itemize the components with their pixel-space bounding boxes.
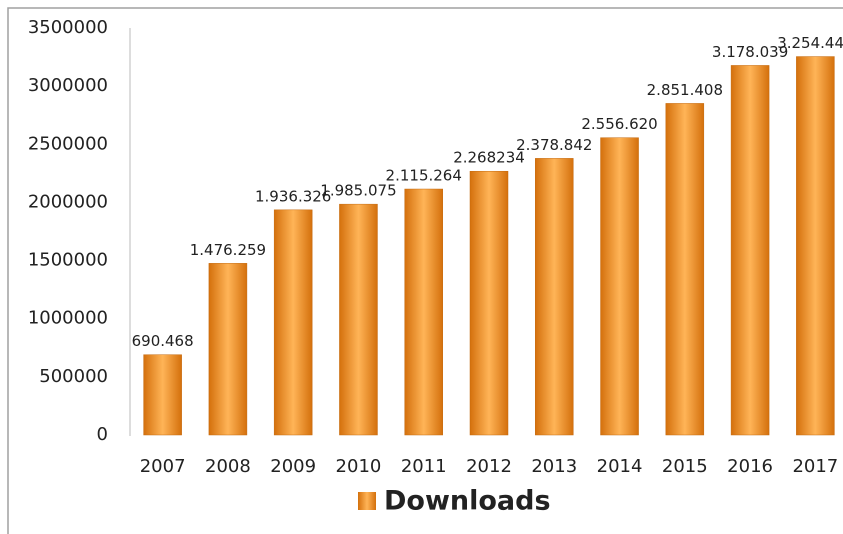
bar [665,103,705,436]
bar [208,263,248,436]
value-label: 1.936.326 [255,187,331,205]
y-tick-label: 0 [97,424,108,445]
y-tick-label: 2500000 [28,133,108,154]
y-tick-label: 3000000 [28,75,108,96]
frame [7,7,843,534]
legend-swatch [358,492,376,510]
bar [600,137,639,436]
value-label: 1.476.259 [190,241,266,259]
y-tick-label: 2000000 [28,191,108,212]
bar [535,158,574,436]
value-label: 2.268234 [453,149,525,167]
x-tick-label: 2017 [792,456,838,477]
y-tick-label: 500000 [39,366,108,387]
x-tick-label: 2009 [270,456,316,477]
bar [339,203,378,436]
x-tick-label: 2016 [727,456,773,477]
y-tick-label: 1500000 [28,250,108,271]
legend-label: Downloads [384,486,551,517]
bar [796,56,835,436]
x-tick-label: 2007 [140,456,186,477]
value-label: 3.254.443 [777,34,843,52]
x-tick-label: 2011 [401,456,447,477]
value-label: 1.985.075 [320,182,396,200]
y-tick-label: 3500000 [28,17,108,38]
bar [404,188,443,436]
value-label: 2.115.264 [386,167,462,185]
x-tick-label: 2013 [531,456,577,477]
bar [143,354,182,436]
bar [469,170,509,436]
value-label: 2.378.842 [516,136,592,154]
value-label: 2.556.620 [581,115,657,133]
bar [730,65,770,436]
bar [273,209,313,436]
value-label: 3.178.039 [712,43,788,61]
x-tick-label: 2015 [662,456,708,477]
x-tick-label: 2008 [205,456,251,477]
x-tick-label: 2012 [466,456,512,477]
value-label: 2.851.408 [647,81,723,99]
x-tick-label: 2010 [336,456,382,477]
x-tick-label: 2014 [597,456,643,477]
value-label: 690.468 [132,332,194,350]
y-tick-label: 1000000 [28,308,108,329]
